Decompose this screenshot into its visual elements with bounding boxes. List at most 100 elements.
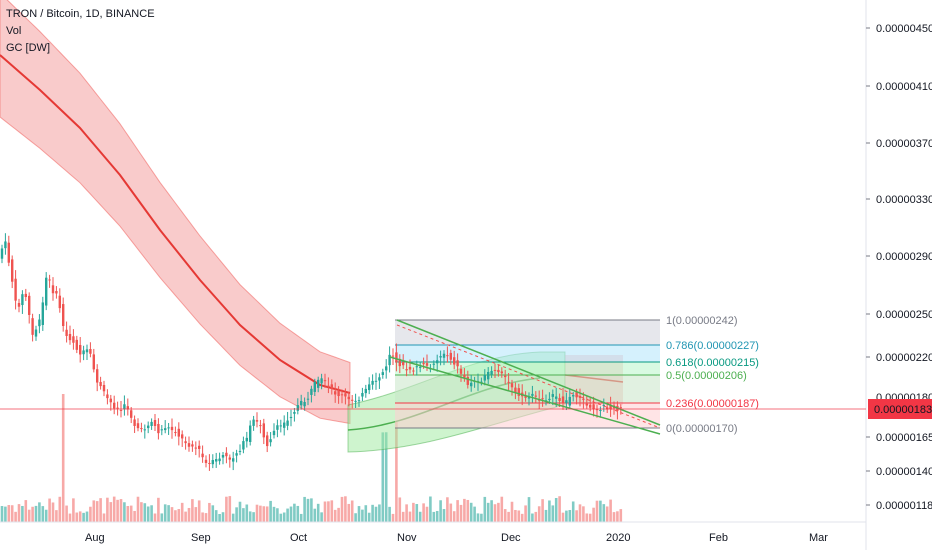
candle-body [327, 385, 330, 387]
candle-body [89, 348, 92, 354]
fib-zone [395, 403, 660, 428]
volume-bar [157, 497, 160, 522]
volume-bar [381, 432, 385, 522]
candle-body [517, 388, 520, 396]
volume-bar [269, 500, 272, 522]
volume-bar [347, 503, 351, 522]
candle-body [330, 384, 333, 389]
fib-level-label: 0.236(0.00000187) [666, 398, 759, 410]
candle-body [266, 435, 269, 447]
candle-body [252, 419, 255, 426]
volume-bar [214, 510, 218, 522]
candle-body [17, 302, 21, 307]
candle-body [497, 369, 500, 373]
price-axis-label: 0.00000220 [876, 352, 932, 364]
candle-body [514, 387, 517, 393]
volume-bar [286, 508, 289, 522]
volume-bar [517, 510, 521, 522]
gc-red-band [0, 0, 351, 425]
candle-body [558, 397, 561, 401]
volume-bar [184, 511, 187, 522]
volume-bar [197, 500, 201, 522]
volume-bar [170, 507, 174, 522]
candle-body [568, 396, 571, 406]
volume-bar [102, 513, 106, 522]
gc-indicator-label[interactable]: GC [DW] [6, 42, 50, 54]
volume-bar [327, 501, 330, 522]
candle-body [24, 293, 27, 298]
candle-body [344, 393, 347, 397]
candle-body [96, 369, 99, 383]
price-axis-label: 0.00000290 [876, 251, 932, 263]
time-axis-label: Feb [709, 532, 728, 544]
volume-bar [279, 513, 283, 522]
candle-body [238, 450, 242, 452]
volume-bar [119, 499, 123, 522]
trendlines[interactable] [389, 319, 661, 435]
volume-bar [129, 505, 133, 522]
candle-body [500, 371, 503, 374]
volume-bar [194, 507, 198, 522]
candle-body [534, 395, 537, 397]
candle-body [317, 379, 320, 388]
candle-body [113, 402, 116, 409]
candle-body [470, 382, 473, 387]
candle-body [565, 400, 568, 404]
price-axis-label: 0.00000165 [876, 432, 932, 444]
candle-body [541, 398, 544, 400]
volume-bar [507, 511, 510, 522]
fib-retracement[interactable]: 1(0.00000242) 0.786(0.00000227) 0.618(0.00… [395, 315, 759, 435]
candle-body [296, 405, 299, 411]
volume-bar [466, 499, 470, 522]
volume-bar [531, 513, 534, 522]
candle-body [561, 396, 565, 403]
candle-body [551, 394, 554, 397]
volume-bar [371, 504, 374, 522]
volume-bar [459, 504, 463, 522]
volume-bar [245, 504, 249, 522]
volume-bar [595, 500, 599, 522]
candle-body [334, 391, 337, 395]
candle-body [242, 441, 245, 450]
candle-body [34, 329, 38, 337]
vol-indicator-label[interactable]: Vol [6, 25, 22, 37]
candle-body [527, 396, 531, 399]
time-axis-label: Mar [809, 532, 828, 544]
candle-body [483, 374, 486, 381]
candle-body [378, 377, 381, 381]
volume-bar [582, 506, 585, 522]
volume-bar [231, 513, 235, 522]
candle-body [7, 242, 10, 263]
volume-bar [17, 504, 21, 522]
time-axis[interactable]: Aug Sep Oct Nov Dec 2020 Feb Mar [0, 521, 866, 544]
volume-bar [350, 500, 354, 522]
volume-bar [44, 509, 48, 522]
volume-bar [289, 506, 293, 522]
volume-bar [58, 496, 62, 522]
symbol-title[interactable]: TRON / Bitcoin, 1D, BINANCE [6, 8, 155, 20]
volume-bar [619, 509, 623, 522]
volume-bar [296, 505, 300, 522]
volume-bar [89, 506, 92, 522]
candle-body [548, 398, 551, 401]
volume-bar [422, 503, 425, 522]
volume-bar [34, 505, 38, 522]
volume-bar [486, 502, 490, 522]
candle-body [408, 366, 412, 370]
volume-bar [153, 513, 157, 522]
volume-bar [282, 512, 286, 522]
volume-bar [72, 498, 75, 522]
volume-bar [140, 502, 143, 522]
volume-bar [4, 506, 7, 522]
candle-body [293, 411, 296, 414]
volume-bar [609, 499, 612, 522]
volume-bar [361, 509, 364, 522]
candle-body [555, 396, 558, 399]
volume-bar [146, 506, 150, 522]
volume-bar [180, 502, 184, 522]
candle-body [609, 404, 612, 409]
volume-bar [225, 496, 228, 522]
volume-bar [306, 498, 310, 522]
